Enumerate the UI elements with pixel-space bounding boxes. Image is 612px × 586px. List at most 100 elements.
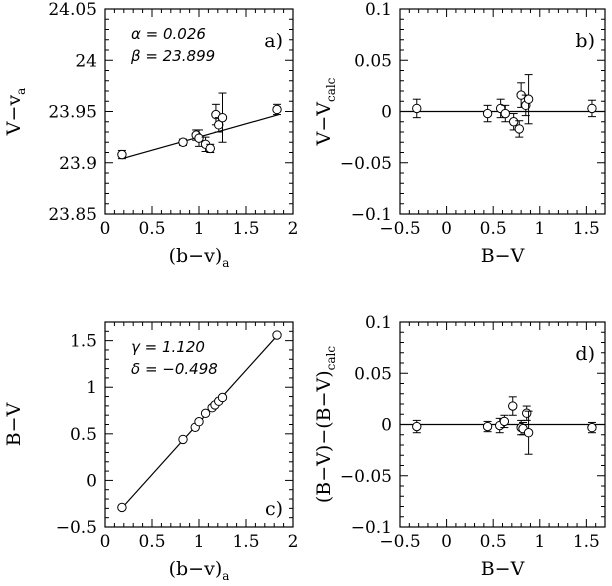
tick-marks bbox=[399, 321, 606, 528]
y-axis-label-main: V−V bbox=[313, 102, 335, 147]
x-axis-label: (b−v)a bbox=[169, 558, 230, 583]
y-axis-label-subscript: calc bbox=[324, 346, 338, 371]
data-point bbox=[412, 103, 422, 114]
x-axis-label-main: (b−v) bbox=[169, 558, 223, 580]
x-axis-label: B−V bbox=[481, 245, 525, 267]
x-axis-label: (b−v)a bbox=[169, 245, 230, 270]
x-axis-label-subscript: a bbox=[222, 256, 229, 270]
x-tick-label: −0.5 bbox=[379, 532, 420, 552]
data-point bbox=[514, 124, 524, 134]
fit-parameter: γ = 1.120 bbox=[131, 338, 205, 356]
data-point bbox=[217, 392, 228, 403]
y-axis-label: (B−V)−(B−V)calc bbox=[313, 346, 338, 503]
panel-b: −0.5 0 0.5 1 1.5 −0.1 −0.05 0 0.05 0.1 B−V V−Vcalc b… bbox=[313, 0, 606, 267]
y-tick-label: 0 bbox=[381, 416, 392, 436]
data-point bbox=[117, 149, 127, 160]
panel-a: 0 0.5 1 1.5 223.8523.923.952424.05(b−v)aV−va… bbox=[3, 0, 298, 270]
x-tick-label: 0.5 bbox=[480, 532, 507, 552]
fit-parameter-value: = −0.498 bbox=[140, 360, 218, 378]
data-point bbox=[205, 143, 215, 154]
y-tick-label: 0.05 bbox=[354, 51, 392, 71]
fit-parameter: β = 23.899 bbox=[130, 47, 215, 65]
y-tick-label: 0 bbox=[86, 471, 97, 491]
y-tick-label: 24.05 bbox=[48, 0, 97, 20]
data-point bbox=[178, 137, 188, 147]
x-tick-label: 1 bbox=[194, 219, 205, 239]
y-tick-label: 0 bbox=[381, 103, 392, 123]
y-tick-label: −0.1 bbox=[351, 518, 392, 538]
data-point bbox=[178, 434, 188, 445]
x-tick-label: 0 bbox=[100, 219, 111, 239]
y-axis-label-subscript: calc bbox=[324, 77, 338, 102]
y-tick-label: 0.05 bbox=[354, 364, 392, 384]
x-tick-label: 1.5 bbox=[232, 532, 259, 552]
x-tick-label: 2 bbox=[288, 532, 299, 552]
fit-parameter-symbol: δ bbox=[131, 360, 140, 378]
data-point bbox=[117, 502, 127, 513]
fit-parameter-value: = 0.026 bbox=[141, 25, 206, 43]
data-point bbox=[523, 428, 534, 438]
fit-parameter-symbol: α bbox=[131, 25, 141, 43]
y-tick-label: 23.9 bbox=[59, 154, 97, 174]
data-point bbox=[194, 417, 204, 427]
y-tick-label: 24 bbox=[75, 51, 97, 71]
y-axis-label-main: B−V bbox=[3, 402, 25, 446]
tick-marks bbox=[104, 8, 294, 215]
x-tick-label: 1 bbox=[534, 532, 545, 552]
data-point bbox=[523, 94, 534, 104]
x-axis-label-subscript: a bbox=[222, 569, 229, 583]
data-point bbox=[200, 408, 211, 419]
y-axis-label-subscript: a bbox=[14, 88, 28, 95]
fit-parameter-value: = 23.899 bbox=[141, 47, 216, 65]
y-axis-label-main: (B−V)−(B−V) bbox=[313, 370, 335, 503]
x-tick-label: 1.5 bbox=[573, 219, 600, 239]
y-tick-label: −0.05 bbox=[340, 467, 392, 487]
y-axis-label-main: V−v bbox=[3, 95, 25, 137]
x-axis-label-main: B−V bbox=[481, 245, 525, 267]
panel-label: a) bbox=[264, 30, 283, 52]
data-point bbox=[272, 330, 282, 340]
tick-marks bbox=[104, 321, 294, 528]
y-axis-label: V−Vcalc bbox=[313, 77, 338, 146]
y-tick-label: 23.85 bbox=[48, 205, 97, 225]
x-tick-label: 1 bbox=[534, 219, 545, 239]
data-point bbox=[522, 408, 532, 418]
x-tick-label: 1.5 bbox=[573, 532, 600, 552]
data-point bbox=[412, 421, 422, 432]
y-axis-label: V−va bbox=[3, 88, 28, 137]
x-tick-label: 0 bbox=[441, 532, 452, 552]
fit-parameter-symbol: γ bbox=[131, 338, 141, 356]
data-point bbox=[587, 422, 597, 433]
y-tick-label: −0.1 bbox=[351, 205, 392, 225]
x-tick-label: 0.5 bbox=[480, 219, 507, 239]
panel-label: c) bbox=[265, 498, 283, 520]
x-tick-label: 0 bbox=[441, 219, 452, 239]
x-tick-label: −0.5 bbox=[379, 219, 420, 239]
x-axis-label: B−V bbox=[481, 558, 525, 580]
y-tick-label: 1 bbox=[86, 378, 97, 398]
panel-d: −0.5 0 0.5 1 1.5 −0.1 −0.05 0 0.05 0.1 B−V (B−V)−(B… bbox=[313, 313, 606, 580]
fit-parameter: δ = −0.498 bbox=[131, 360, 218, 378]
y-tick-label: 0.5 bbox=[70, 425, 97, 445]
y-tick-label: 0.1 bbox=[365, 313, 392, 333]
x-tick-label: 2 bbox=[288, 219, 299, 239]
y-tick-label: −0.05 bbox=[340, 154, 392, 174]
data-point bbox=[508, 401, 518, 411]
data-point bbox=[194, 133, 204, 143]
y-tick-label: −0.5 bbox=[56, 518, 97, 538]
panel-c: 0 0.5 1 1.5 2−0.500.511.5(b−v)aB−Vc)γ = 1.12… bbox=[3, 321, 299, 583]
x-tick-label: 0.5 bbox=[138, 219, 165, 239]
y-axis-label: B−V bbox=[3, 402, 25, 446]
panel-label: d) bbox=[575, 343, 595, 365]
x-tick-label: 0.5 bbox=[138, 532, 165, 552]
data-point bbox=[482, 421, 493, 432]
x-tick-label: 0 bbox=[100, 532, 111, 552]
x-tick-label: 1 bbox=[194, 532, 205, 552]
y-tick-label: 23.95 bbox=[48, 103, 97, 123]
data-point bbox=[482, 108, 493, 119]
data-point bbox=[499, 416, 510, 427]
fit-parameter-symbol: β bbox=[130, 47, 141, 65]
data-point bbox=[508, 117, 519, 127]
data-point bbox=[500, 108, 510, 119]
